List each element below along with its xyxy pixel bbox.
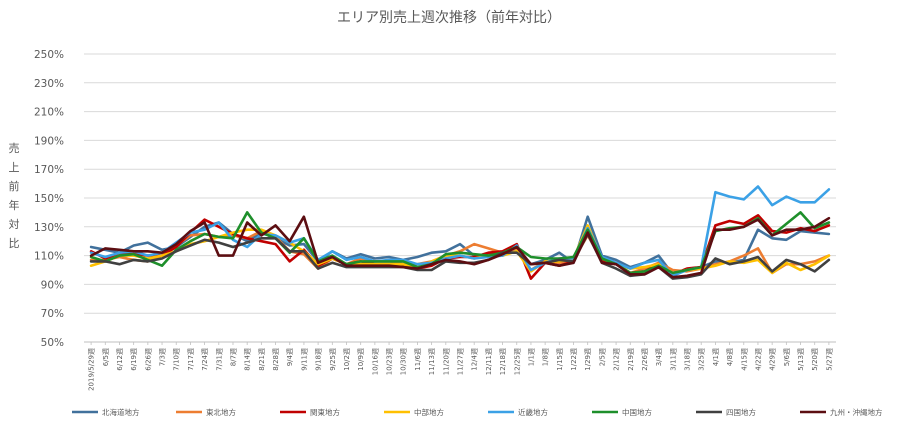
x-tick-label: 2/19週 [626, 348, 635, 371]
x-tick-label: 1/1週 [526, 348, 535, 366]
x-tick-label: 8/28週 [271, 348, 280, 371]
x-tick-label: 9/25週 [328, 348, 337, 371]
x-tick-label: 7/3週 [158, 348, 167, 366]
x-tick-label: 4/22週 [753, 348, 762, 371]
x-tick-label: 12/25週 [512, 348, 521, 375]
x-tick-label: 10/2週 [342, 348, 351, 371]
x-tick-label: 11/27週 [456, 348, 465, 375]
x-tick-label: 2/5週 [597, 348, 606, 366]
legend-label: 北海道地方 [102, 407, 140, 417]
legend: 北海道地方 東北地方 関東地方 中部地方 近畿地方 中国地方 四国地方 九州・沖縄地方 [72, 407, 883, 417]
y-tick-label: 250% [34, 49, 64, 61]
x-tick-label: 11/13週 [427, 348, 436, 375]
x-tick-label: 1/15週 [555, 348, 564, 371]
x-tick-label: 7/17週 [186, 348, 195, 371]
x-tick-label: 3/18週 [683, 348, 692, 371]
x-tick-label: 6/5週 [101, 348, 110, 366]
x-tick-label: 12/4週 [470, 348, 479, 371]
x-tick-label: 1/22週 [569, 348, 578, 371]
x-tick-label: 2/12週 [612, 348, 621, 371]
legend-label: 九州・沖縄地方 [830, 407, 883, 417]
legend-label: 四国地方 [726, 407, 756, 417]
x-tick-label: 4/15週 [739, 348, 748, 371]
x-tick-label: 9/11週 [299, 348, 308, 371]
x-tick-label: 5/6週 [782, 348, 791, 366]
x-tick-label: 2/26週 [640, 348, 649, 371]
legend-label: 関東地方 [310, 407, 340, 417]
y-tick-label: 130% [34, 222, 64, 234]
x-tick-label: 11/6週 [413, 348, 422, 371]
y-axis-ticks: 50% 70% 90% 110% 130% 150% 170% 190% 210% 230% 250… [34, 49, 64, 349]
x-tick-label: 6/26週 [143, 348, 152, 371]
y-tick-label: 90% [41, 279, 64, 291]
x-tick-label: 11/20週 [441, 348, 450, 375]
x-axis-ticks: 2019/5/29週 6/5週 6/12週 6/19週 6/26週 7/3週 7/10週 7/… [87, 342, 833, 391]
y-tick-label: 230% [34, 78, 64, 90]
x-tick-label: 3/11週 [668, 348, 677, 371]
y-axis-label-char: 売 [9, 142, 20, 155]
x-tick-label: 12/11週 [484, 348, 493, 375]
x-tick-label: 6/12週 [115, 348, 124, 371]
series-lines [89, 185, 831, 280]
legend-label: 中国地方 [622, 407, 652, 417]
y-tick-label: 150% [34, 193, 64, 205]
y-tick-label: 210% [34, 107, 64, 119]
legend-label: 近畿地方 [518, 407, 548, 417]
x-tick-label: 4/1週 [711, 348, 720, 366]
x-tick-label: 4/29週 [768, 348, 777, 371]
x-tick-label: 10/9週 [356, 348, 365, 371]
y-axis-label-char: 年 [9, 198, 20, 212]
x-tick-label: 8/7週 [228, 348, 237, 366]
x-tick-label: 6/19週 [129, 348, 138, 371]
x-tick-label: 7/24週 [200, 348, 209, 371]
x-tick-label: 12/18週 [498, 348, 507, 375]
y-tick-label: 110% [34, 251, 64, 263]
y-tick-label: 190% [34, 135, 64, 147]
x-tick-label: 10/23週 [385, 348, 394, 375]
legend-label: 中部地方 [414, 407, 444, 417]
y-axis-label-char: 対 [9, 217, 20, 231]
x-tick-label: 9/4週 [285, 348, 294, 366]
y-tick-label: 170% [34, 164, 64, 176]
x-tick-label: 3/25週 [697, 348, 706, 371]
series-line [89, 215, 831, 279]
x-tick-label: 7/10週 [172, 348, 181, 371]
x-tick-label: 4/8週 [725, 348, 734, 366]
x-tick-label: 3/4週 [654, 348, 663, 366]
series-line [89, 185, 831, 278]
x-tick-label: 10/30週 [399, 348, 408, 375]
x-tick-label: 5/13週 [796, 348, 805, 371]
y-axis-label-char: 上 [9, 161, 20, 174]
x-tick-label: 8/14週 [243, 348, 252, 371]
x-tick-label: 1/8週 [541, 348, 550, 366]
x-tick-label: 9/18週 [314, 348, 323, 371]
x-tick-label: 5/20週 [810, 348, 819, 371]
y-axis-label-char: 前 [9, 179, 20, 193]
x-tick-label: 1/29週 [583, 348, 592, 371]
x-tick-label: 10/16週 [370, 348, 379, 375]
y-tick-label: 70% [41, 308, 64, 320]
series-line [89, 224, 831, 275]
y-tick-label: 50% [41, 337, 64, 349]
gridlines [84, 53, 836, 343]
chart-title: エリア別売上週次推移（前年対比） [337, 9, 561, 26]
x-tick-label: 8/21週 [257, 348, 266, 371]
legend-label: 東北地方 [206, 407, 236, 417]
x-tick-label: 7/31週 [214, 348, 223, 371]
x-tick-label: 2019/5/29週 [87, 348, 96, 391]
y-axis-label-char: 比 [9, 237, 20, 250]
x-tick-label: 5/27週 [824, 348, 833, 371]
